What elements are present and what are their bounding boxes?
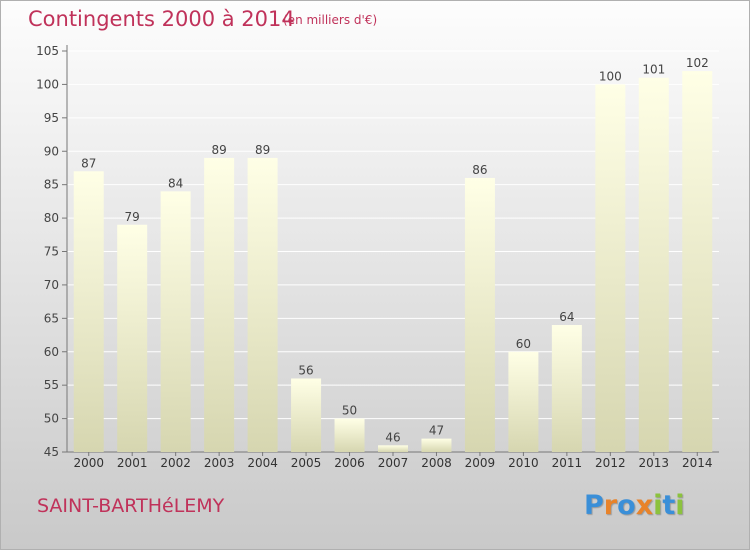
bar <box>508 351 539 452</box>
logo-letter: P <box>584 490 604 521</box>
y-tick-label: 75 <box>44 245 59 259</box>
bar <box>117 224 148 452</box>
data-label: 50 <box>342 404 357 418</box>
logo-letter: t <box>662 490 676 521</box>
x-tick-label: 2009 <box>465 456 496 470</box>
y-tick-label: 100 <box>36 77 59 91</box>
x-tick-label: 2010 <box>508 456 539 470</box>
x-tick-label: 2012 <box>595 456 626 470</box>
x-tick-label: 2001 <box>117 456 148 470</box>
chart-subtitle: (en milliers d'€) <box>283 13 378 27</box>
x-tick-label: 2004 <box>247 456 278 470</box>
proxiti-logo[interactable]: Proxiti <box>584 490 685 521</box>
x-tick-label: 2006 <box>334 456 365 470</box>
bar <box>421 438 452 452</box>
y-tick-label: 65 <box>44 311 59 325</box>
labels: 87 2000 79 2001 84 2002 89 2003 89 2004 56 2005 50 20… <box>73 56 712 470</box>
data-label: 60 <box>516 337 531 351</box>
data-label: 64 <box>559 310 574 324</box>
x-tick-label: 2007 <box>378 456 409 470</box>
y-tick-label: 50 <box>44 412 59 426</box>
x-tick-label: 2014 <box>682 456 713 470</box>
chart-title: Contingents 2000 à 2014 <box>28 7 295 31</box>
y-tick-label: 90 <box>44 144 59 158</box>
bar <box>334 418 365 452</box>
data-label: 56 <box>298 363 313 377</box>
y-tick-label: 45 <box>44 445 59 459</box>
x-tick-label: 2002 <box>160 456 191 470</box>
x-tick-label: 2011 <box>552 456 583 470</box>
data-label: 87 <box>81 156 96 170</box>
logo-letter: i <box>675 490 685 521</box>
data-label: 100 <box>599 69 622 83</box>
commune-name: SAINT-BARTHéLEMY <box>37 495 225 517</box>
bar <box>73 171 104 453</box>
data-label: 89 <box>211 143 226 157</box>
bar <box>464 177 495 452</box>
bar <box>551 325 582 452</box>
data-label: 101 <box>642 63 665 77</box>
x-tick-label: 2005 <box>291 456 322 470</box>
logo-letter: r <box>603 490 618 521</box>
bar <box>595 84 626 453</box>
logo-letter: i <box>653 490 663 521</box>
bar <box>204 157 235 452</box>
data-label: 47 <box>429 424 444 438</box>
data-label: 84 <box>168 176 183 190</box>
bar <box>247 157 278 452</box>
y-tick-label: 85 <box>44 178 59 192</box>
data-label: 46 <box>385 430 400 444</box>
data-label: 102 <box>686 56 709 70</box>
bar <box>638 77 669 452</box>
y-tick-label: 70 <box>44 278 59 292</box>
bar <box>160 191 191 452</box>
y-tick-label: 105 <box>36 44 59 58</box>
x-tick-label: 2008 <box>421 456 452 470</box>
bar <box>682 71 713 453</box>
x-tick-label: 2013 <box>639 456 670 470</box>
bar <box>291 378 322 452</box>
y-tick-label: 55 <box>44 378 59 392</box>
logo-letter: o <box>617 490 636 521</box>
x-tick-label: 2000 <box>73 456 104 470</box>
x-tick-label: 2003 <box>204 456 235 470</box>
y-tick-label: 60 <box>44 345 59 359</box>
bar <box>378 445 408 452</box>
y-tick-label: 80 <box>44 211 59 225</box>
data-label: 86 <box>472 163 487 177</box>
bars <box>73 71 713 453</box>
data-label: 89 <box>255 143 270 157</box>
data-label: 79 <box>125 210 140 224</box>
y-tick-label: 95 <box>44 111 59 125</box>
logo-letter: x <box>635 490 654 521</box>
